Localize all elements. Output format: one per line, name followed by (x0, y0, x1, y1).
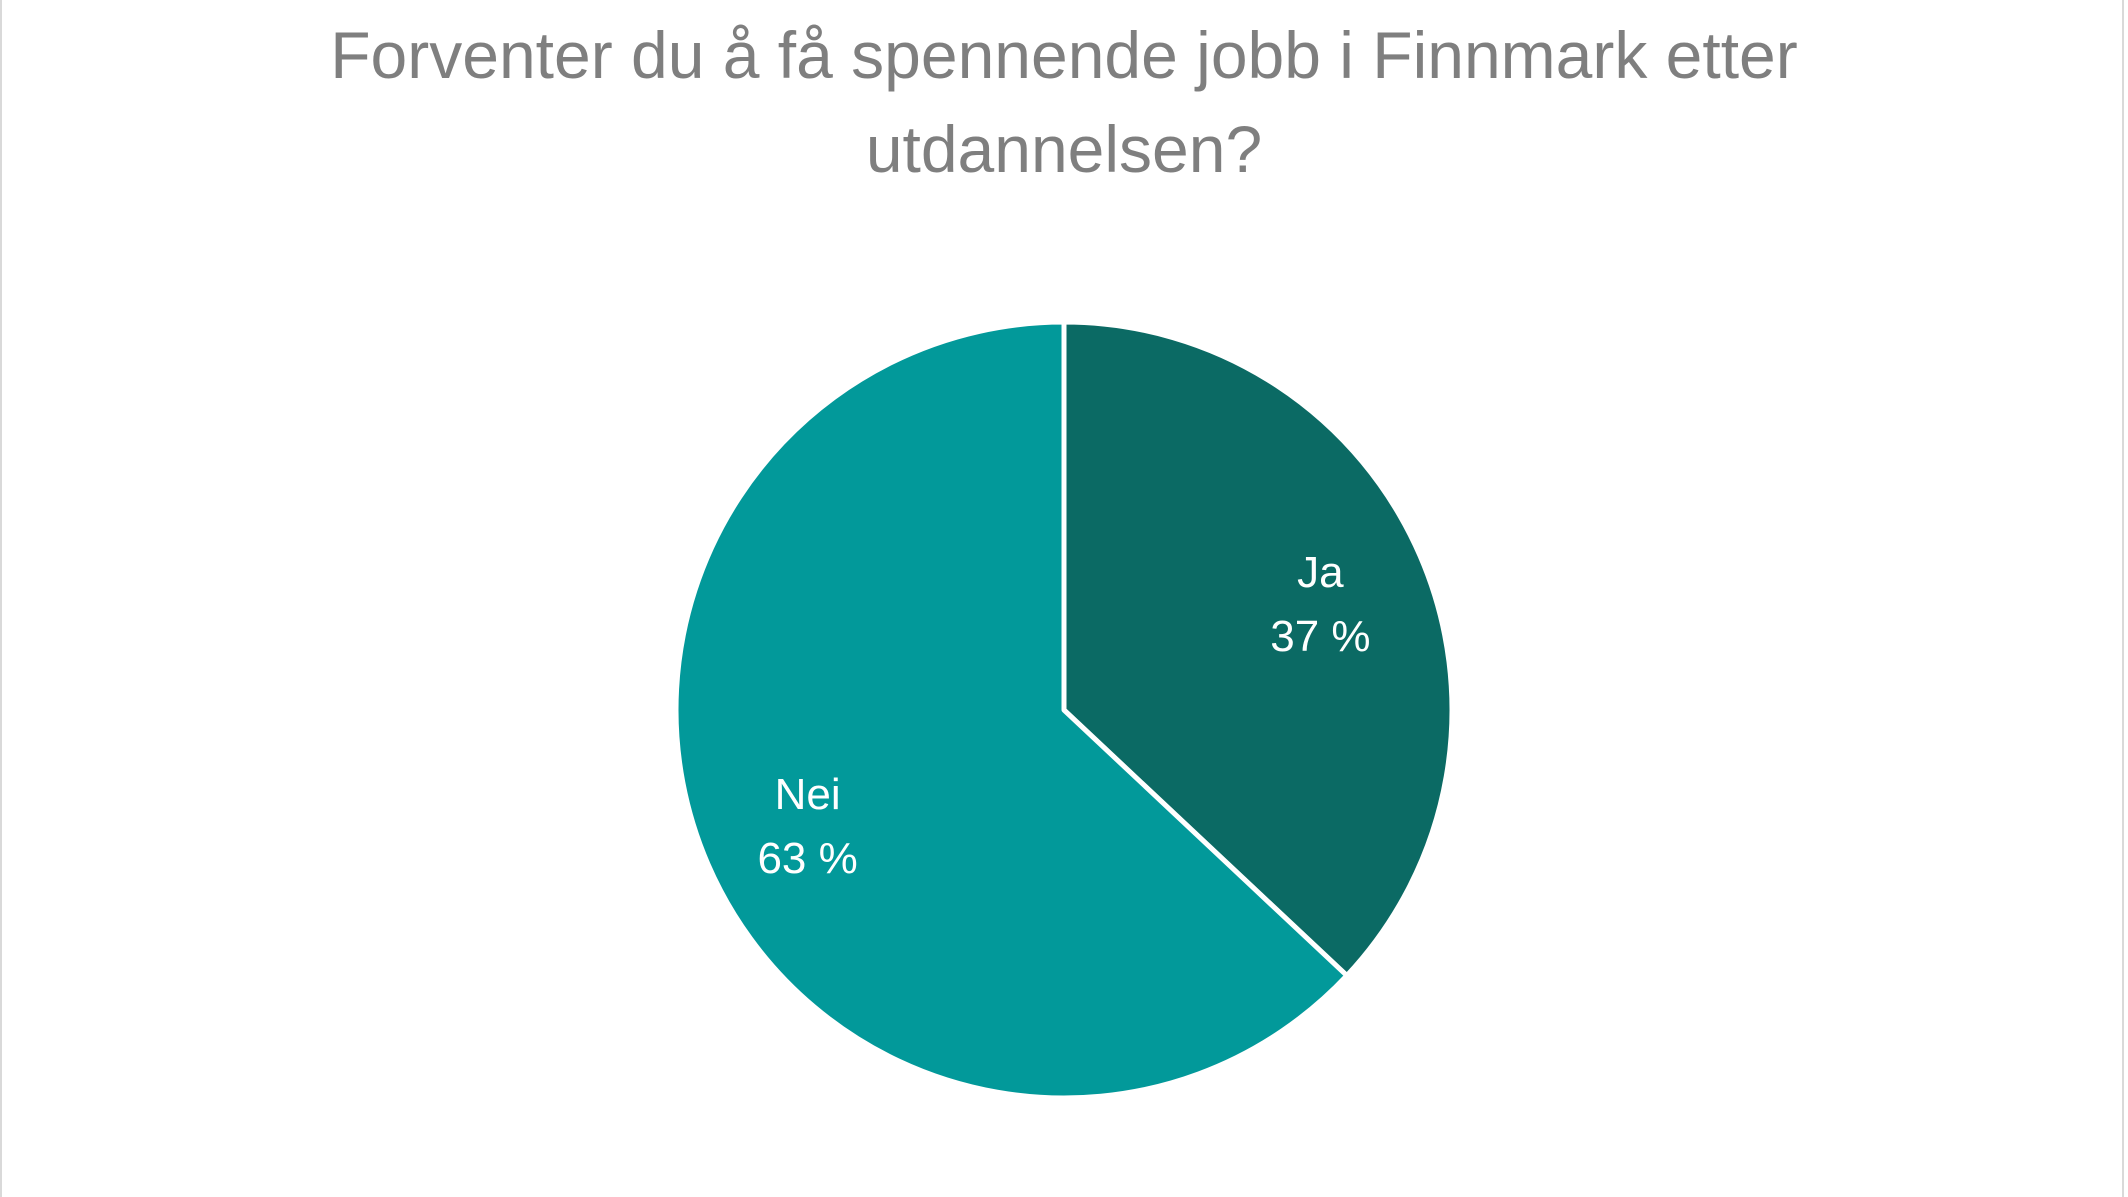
slice-value-label-ja: 37 % (1270, 612, 1370, 661)
pie-labels: Ja 37 % Nei 63 % (757, 548, 1370, 883)
pie-slices (673, 319, 1455, 1101)
chart-title: Forventer du å få spennende jobb i Finnm… (330, 18, 1798, 186)
slice-category-label-ja: Ja (1297, 548, 1344, 597)
slice-category-label-nei: Nei (775, 770, 841, 819)
pie-slice-nei (673, 319, 1350, 1101)
slice-value-label-nei: 63 % (757, 834, 857, 883)
pie-slice-ja (1061, 319, 1455, 979)
